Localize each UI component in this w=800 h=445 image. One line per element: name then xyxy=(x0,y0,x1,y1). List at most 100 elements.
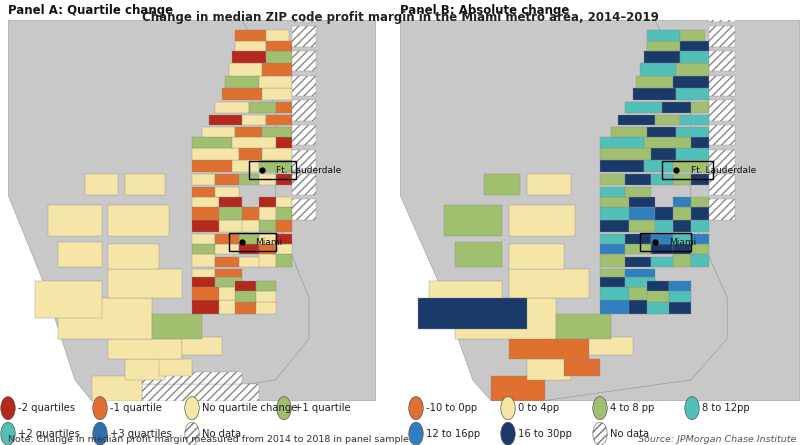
Bar xyxy=(633,88,676,100)
Bar xyxy=(192,269,215,277)
Bar xyxy=(691,207,709,219)
Bar xyxy=(644,160,673,172)
Bar xyxy=(235,40,266,51)
Ellipse shape xyxy=(185,396,199,420)
Bar xyxy=(152,314,202,339)
Bar xyxy=(192,219,218,232)
Bar xyxy=(192,300,218,314)
Bar xyxy=(276,234,292,244)
Bar xyxy=(292,1,316,22)
Bar xyxy=(276,174,292,185)
Bar xyxy=(691,234,709,244)
Bar xyxy=(218,207,246,219)
Bar xyxy=(429,281,502,318)
Bar xyxy=(48,205,102,236)
Bar xyxy=(626,174,651,185)
Bar xyxy=(125,174,166,195)
Bar xyxy=(58,298,152,339)
Bar xyxy=(158,360,192,376)
Bar xyxy=(235,30,266,40)
Bar xyxy=(709,26,734,47)
Bar xyxy=(600,255,626,267)
Bar xyxy=(192,255,215,267)
Bar xyxy=(444,205,502,236)
Bar xyxy=(626,244,651,255)
Bar xyxy=(259,197,276,207)
Bar xyxy=(673,234,691,244)
Ellipse shape xyxy=(593,396,607,420)
Bar xyxy=(509,205,574,236)
Bar xyxy=(673,244,691,255)
Text: 12 to 16pp: 12 to 16pp xyxy=(426,429,481,439)
Bar xyxy=(215,102,249,113)
Bar xyxy=(192,287,218,300)
Bar xyxy=(215,234,239,244)
Bar xyxy=(626,277,654,287)
Bar xyxy=(691,174,709,185)
Bar xyxy=(255,291,276,302)
Bar xyxy=(691,255,709,267)
Bar xyxy=(527,360,571,380)
Text: Change in median ZIP code profit margin in the Miami metro area, 2014–2019: Change in median ZIP code profit margin … xyxy=(142,11,658,24)
Bar xyxy=(600,219,629,232)
Bar xyxy=(215,277,242,287)
Bar xyxy=(249,102,276,113)
Bar xyxy=(255,281,276,291)
Bar xyxy=(262,148,292,160)
Bar xyxy=(618,115,654,125)
Bar xyxy=(262,88,292,100)
Bar xyxy=(209,115,242,125)
Bar xyxy=(651,148,676,160)
Bar xyxy=(266,115,292,125)
Bar xyxy=(242,115,266,125)
Bar xyxy=(276,219,292,232)
Bar xyxy=(292,26,316,47)
Bar xyxy=(239,174,259,185)
Bar xyxy=(215,244,239,255)
Bar xyxy=(266,40,292,51)
Bar xyxy=(647,127,676,137)
Bar xyxy=(192,160,232,172)
Bar xyxy=(242,207,259,219)
Bar xyxy=(239,244,259,255)
Bar xyxy=(108,205,169,236)
Bar xyxy=(669,302,691,314)
Bar xyxy=(673,76,709,88)
Bar xyxy=(182,337,222,355)
Bar xyxy=(192,186,215,197)
Bar xyxy=(527,174,571,195)
Bar xyxy=(262,127,292,137)
Bar xyxy=(192,174,215,185)
Bar xyxy=(709,76,734,96)
Bar xyxy=(484,174,520,195)
Bar xyxy=(600,244,626,255)
Ellipse shape xyxy=(593,422,607,445)
Text: No quartile change: No quartile change xyxy=(202,403,298,413)
Bar xyxy=(651,174,673,185)
Bar xyxy=(192,148,239,160)
Bar xyxy=(669,291,691,302)
Bar xyxy=(673,207,691,219)
Ellipse shape xyxy=(685,396,699,420)
Ellipse shape xyxy=(1,396,15,420)
Bar xyxy=(232,51,266,63)
Bar xyxy=(239,148,262,160)
Bar xyxy=(58,242,102,267)
Bar xyxy=(235,281,255,291)
Bar xyxy=(125,360,166,380)
Bar xyxy=(647,281,669,291)
Bar xyxy=(215,256,239,267)
Bar xyxy=(108,269,182,298)
Bar xyxy=(600,160,644,172)
Bar xyxy=(85,174,118,195)
Bar xyxy=(192,197,218,207)
Bar xyxy=(192,137,232,148)
Bar xyxy=(626,234,651,244)
Bar xyxy=(651,256,676,267)
Bar xyxy=(600,197,629,207)
Text: No data: No data xyxy=(610,429,650,439)
Bar xyxy=(239,234,259,244)
Bar xyxy=(676,148,709,160)
Bar xyxy=(192,207,218,219)
Bar xyxy=(600,269,626,277)
